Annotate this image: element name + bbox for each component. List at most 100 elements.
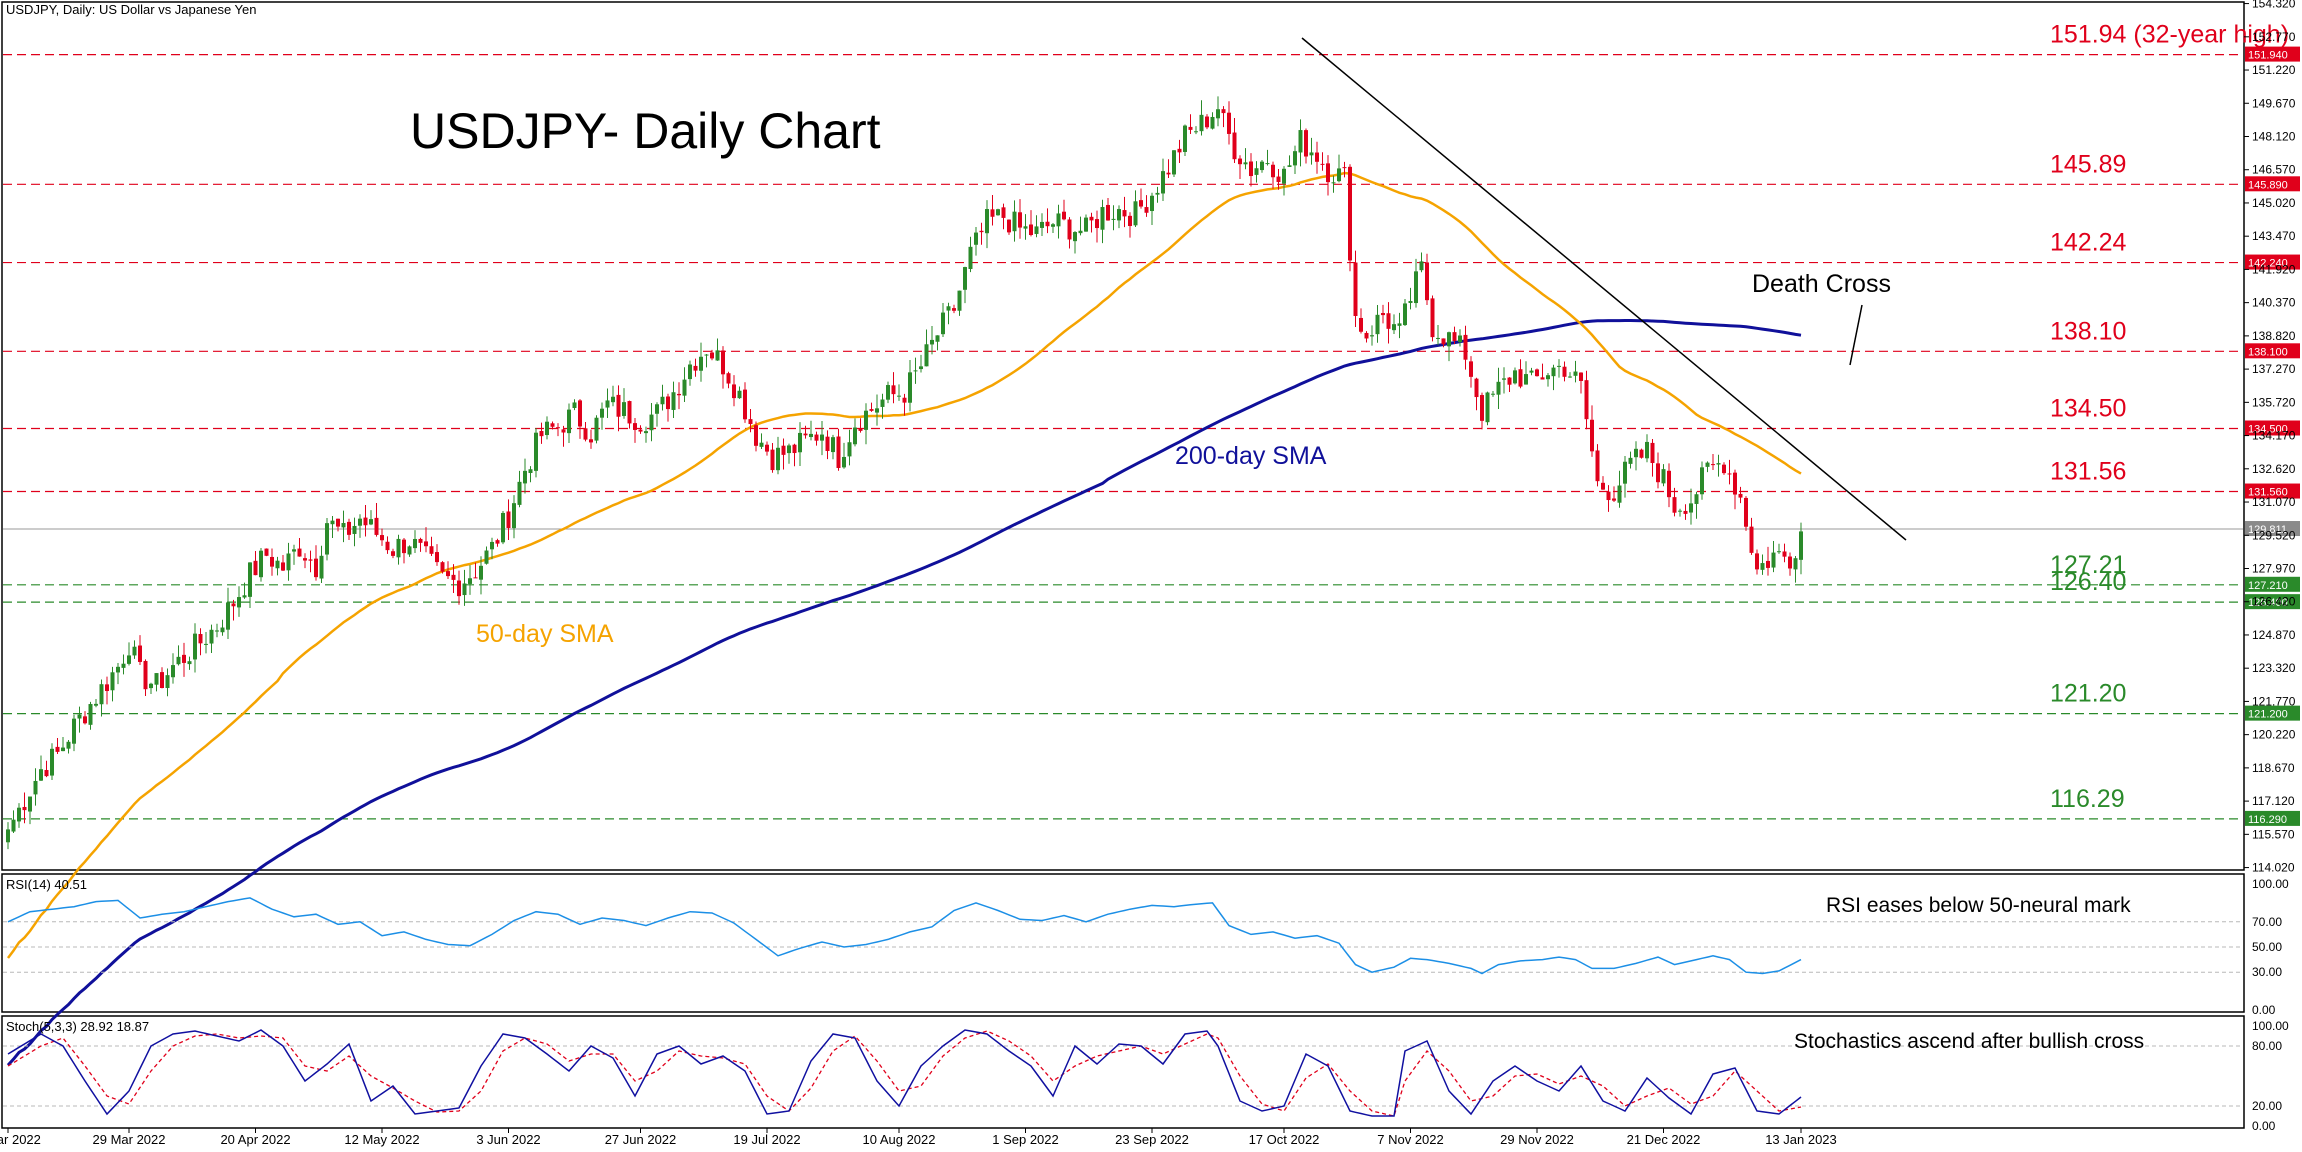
candle-body — [737, 390, 742, 399]
y-tick-label-17: 127.970 — [2252, 561, 2296, 575]
candle-body — [132, 646, 137, 656]
y-tick-label-3: 149.670 — [2252, 96, 2296, 110]
candle-body — [853, 427, 857, 445]
candle-body — [1639, 449, 1644, 458]
candle-body — [1656, 463, 1660, 483]
candle-body — [352, 525, 357, 534]
candle-body — [589, 439, 593, 443]
candle-body — [193, 633, 197, 660]
candle-body — [391, 551, 395, 556]
candle-body — [1243, 162, 1248, 165]
candle-body — [578, 400, 582, 427]
candle-body — [1199, 114, 1204, 132]
y-tick-label-9: 140.370 — [2252, 296, 2296, 310]
candle-body — [143, 660, 148, 690]
candle-body — [539, 430, 544, 437]
candle-body — [1678, 510, 1682, 512]
candle-body — [517, 481, 522, 505]
candle-body — [1067, 219, 1072, 240]
x-tick-label-14: 13 Jan 2023 — [1765, 1132, 1837, 1147]
candle-body — [627, 401, 632, 424]
candle-body — [1073, 232, 1077, 242]
candle-body — [462, 583, 467, 596]
level-tag-text-8: 121.200 — [2248, 709, 2288, 721]
candle-body — [1705, 462, 1710, 467]
candle-body — [1106, 204, 1110, 221]
candle-body — [1040, 221, 1044, 228]
candle-body — [1782, 551, 1787, 557]
candle-body — [1155, 192, 1160, 195]
level-tag-9 — [2245, 810, 2300, 826]
candle-body — [1430, 298, 1435, 338]
candle-body — [99, 684, 104, 705]
level-tag-2 — [2245, 254, 2300, 270]
candle-body — [1463, 334, 1468, 360]
y-tick-label-21: 121.770 — [2252, 694, 2296, 708]
candle-body — [765, 444, 769, 452]
candle-body — [424, 541, 428, 547]
x-tick-label-0: 9 Mar 2022 — [0, 1132, 41, 1147]
candle-body — [1326, 163, 1330, 183]
candle-body — [704, 354, 709, 356]
candle-body — [55, 746, 60, 752]
candle-body — [913, 370, 918, 372]
candle-body — [1331, 182, 1336, 184]
candle-body — [1007, 219, 1011, 233]
candle-body — [1364, 332, 1369, 339]
candle-body — [1579, 372, 1583, 381]
chart-title: USDJPY- Daily Chart — [410, 103, 881, 159]
candle-body — [1425, 262, 1429, 301]
candle-body — [259, 550, 263, 578]
candle-body — [754, 425, 758, 446]
candle-body — [1414, 271, 1418, 304]
candle-body — [1172, 150, 1176, 175]
horizontal-levels: 151.94 (32-year high)151.940 145.89 145.89… — [3, 21, 2300, 826]
candle-body — [220, 627, 225, 633]
level-tag-text-7: 126.400 — [2248, 597, 2288, 609]
candle-body — [710, 352, 714, 359]
candle-body — [1210, 116, 1215, 129]
y-tick-label-22: 120.220 — [2252, 728, 2296, 742]
candle-body — [809, 433, 813, 438]
candle-body — [1590, 419, 1594, 452]
candle-body — [814, 434, 819, 441]
candle-body — [1436, 337, 1440, 339]
candle-body — [1722, 464, 1726, 474]
y-tick-label-19: 124.870 — [2252, 628, 2296, 642]
candle-body — [1683, 510, 1688, 514]
candle-body — [523, 470, 527, 484]
candle-body — [1238, 158, 1242, 165]
candle-body — [6, 829, 10, 843]
candle-body — [1260, 161, 1264, 171]
candle-body — [622, 402, 626, 416]
candle-body — [1606, 491, 1611, 501]
rsi-tick-label-3: 30.00 — [2252, 965, 2282, 979]
death-cross-label: Death Cross — [1752, 270, 1891, 298]
candle-body — [1034, 226, 1039, 234]
stoch-panel-frame — [1, 1015, 2245, 1129]
candle-body — [154, 673, 159, 685]
candle-body — [908, 372, 912, 403]
candle-body — [1628, 457, 1633, 464]
rsi-note: RSI eases below 50-neural mark — [1826, 894, 2131, 917]
level-tag-1 — [2245, 176, 2300, 192]
candle-body — [303, 558, 307, 561]
level-tag-3 — [2245, 343, 2300, 359]
y-tick-label-12: 135.720 — [2252, 395, 2296, 409]
candle-body — [138, 645, 142, 662]
candle-body — [28, 796, 32, 812]
candle-body — [1557, 365, 1561, 367]
candle-body — [292, 549, 296, 552]
level-label-7: 126.40 — [2050, 568, 2126, 596]
candle-body — [1469, 361, 1473, 377]
candle-body — [897, 395, 901, 397]
y-tick-label-4: 148.120 — [2252, 129, 2296, 143]
candle-body — [798, 432, 802, 453]
candle-body — [836, 436, 841, 468]
candle-body — [831, 437, 835, 453]
y-tick-label-0: 154.320 — [2252, 0, 2296, 11]
candle-body — [1700, 467, 1704, 495]
candle-body — [88, 704, 93, 725]
y-tick-label-5: 146.570 — [2252, 163, 2296, 177]
